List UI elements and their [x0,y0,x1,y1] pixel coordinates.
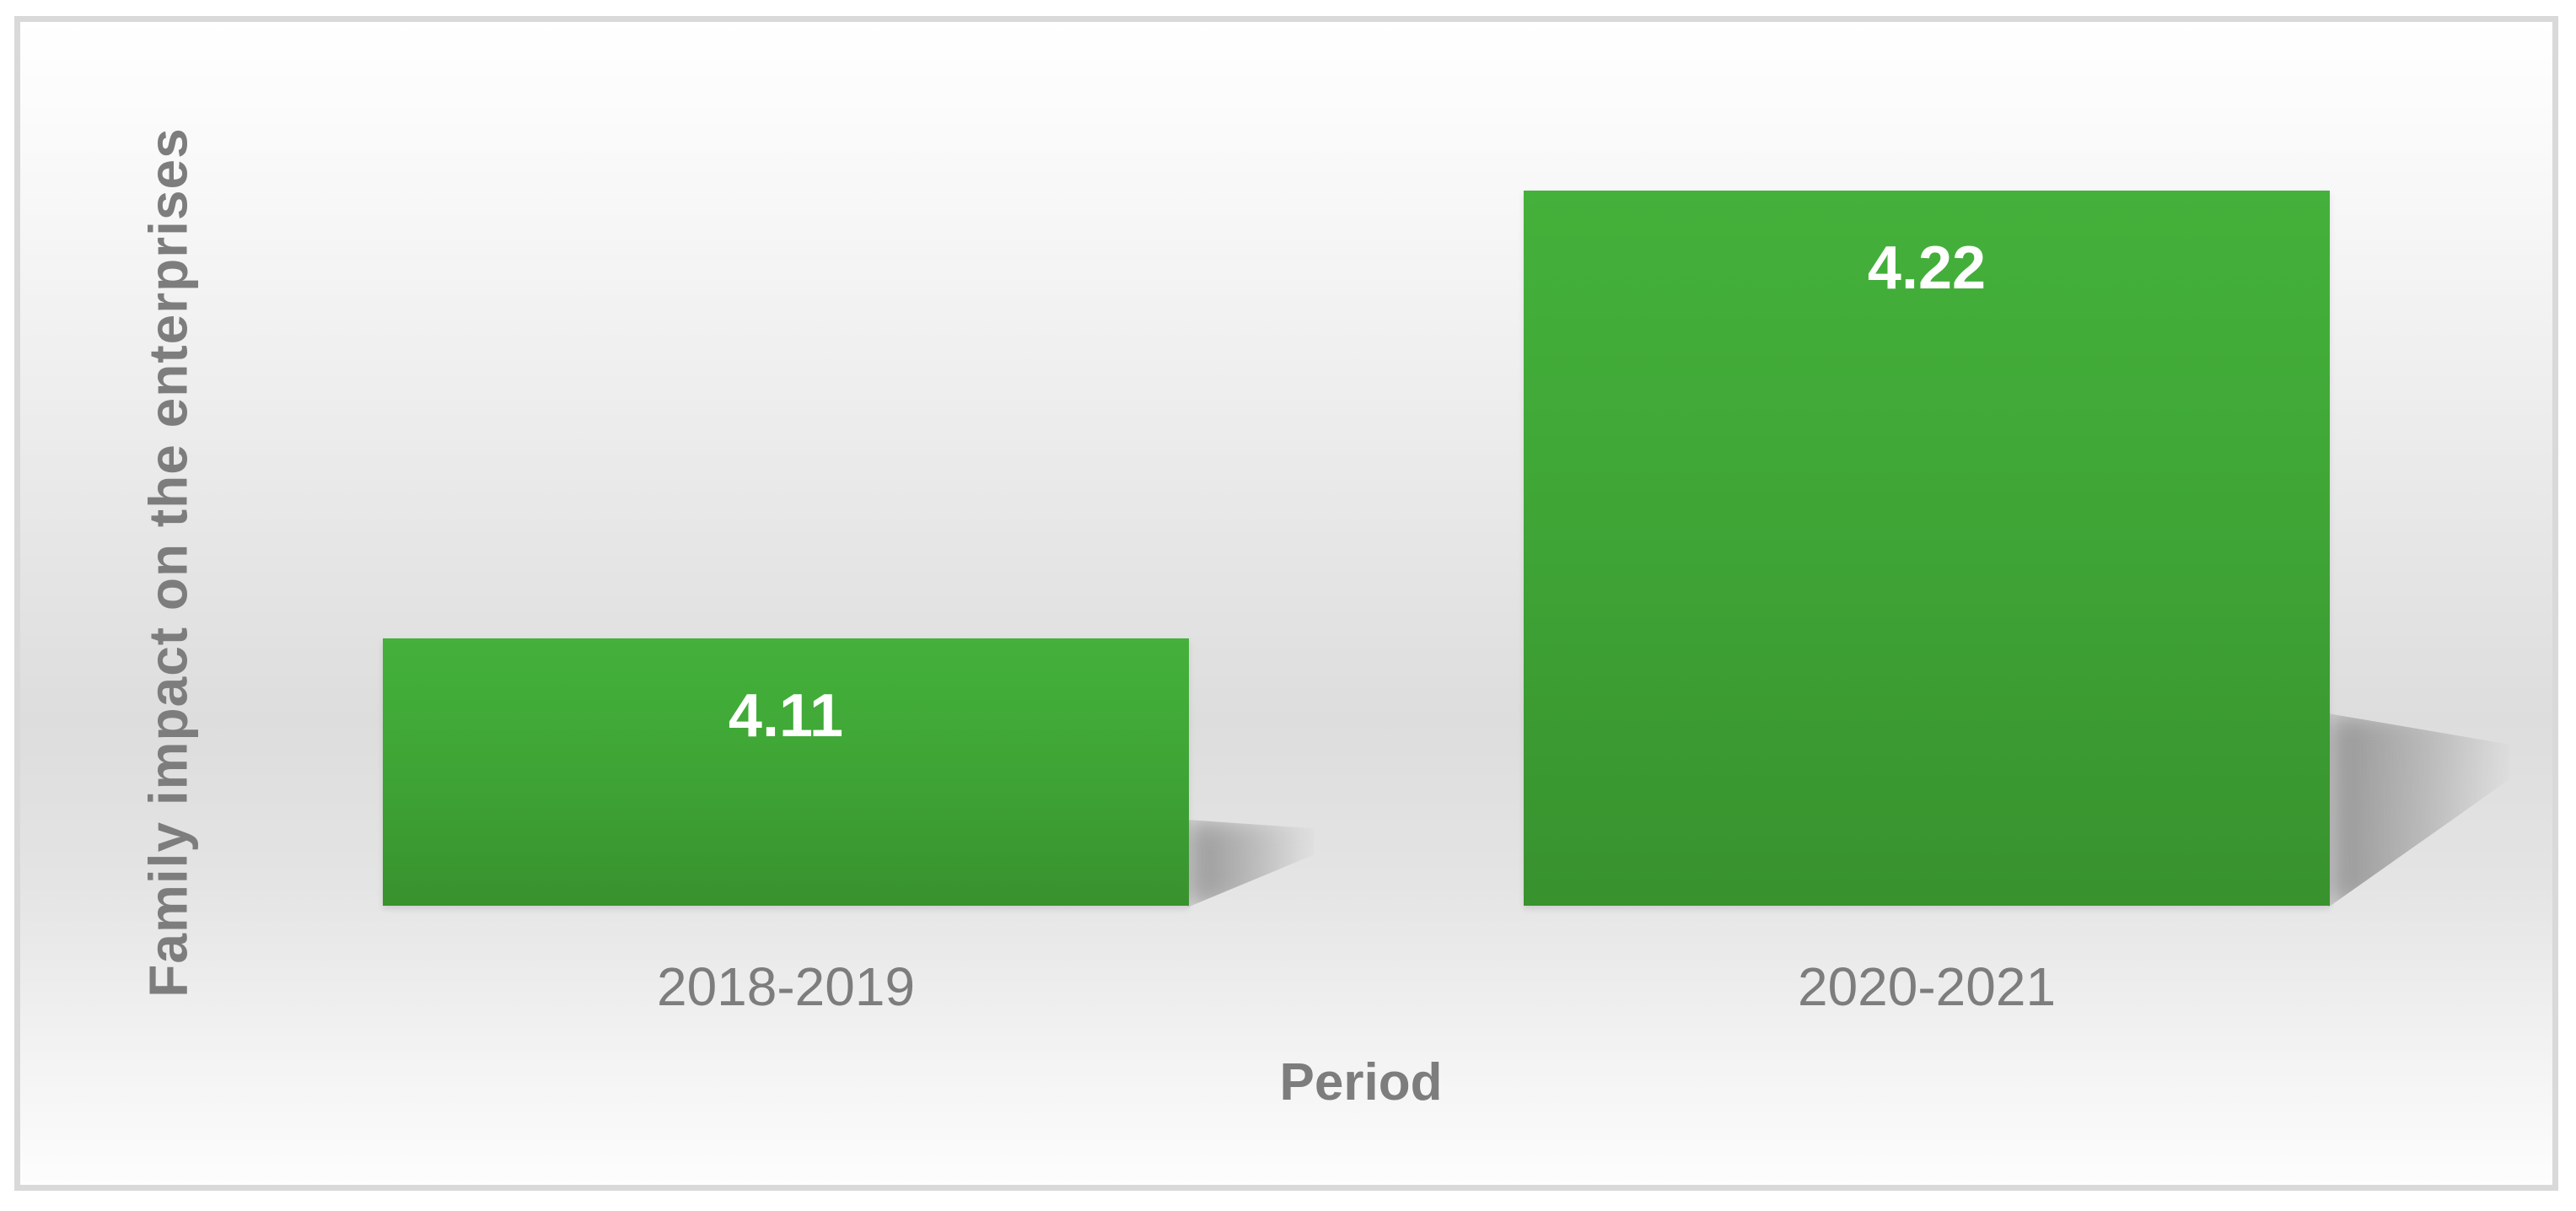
bar-2018-2019: 4.11 [383,638,1189,906]
chart-area-frame: Family impact on the enterprises 4.11 4.… [14,16,2558,1191]
bar-shadow-2018-2019 [1187,820,1314,907]
x-axis-tick-label-2018-2019: 2018-2019 [656,956,916,1017]
x-axis-tick-label-2020-2021: 2020-2021 [1797,956,2057,1017]
bar-shadow-2020-2021 [2328,713,2509,907]
bar-2020-2021: 4.22 [1524,191,2330,906]
x-axis-title: Period [1279,1053,1443,1111]
bar-value-label-2020-2021: 4.22 [1867,234,1987,302]
bar-value-label-2018-2019: 4.11 [728,682,844,750]
y-axis-title-text: Family impact on the enterprises [138,127,199,998]
